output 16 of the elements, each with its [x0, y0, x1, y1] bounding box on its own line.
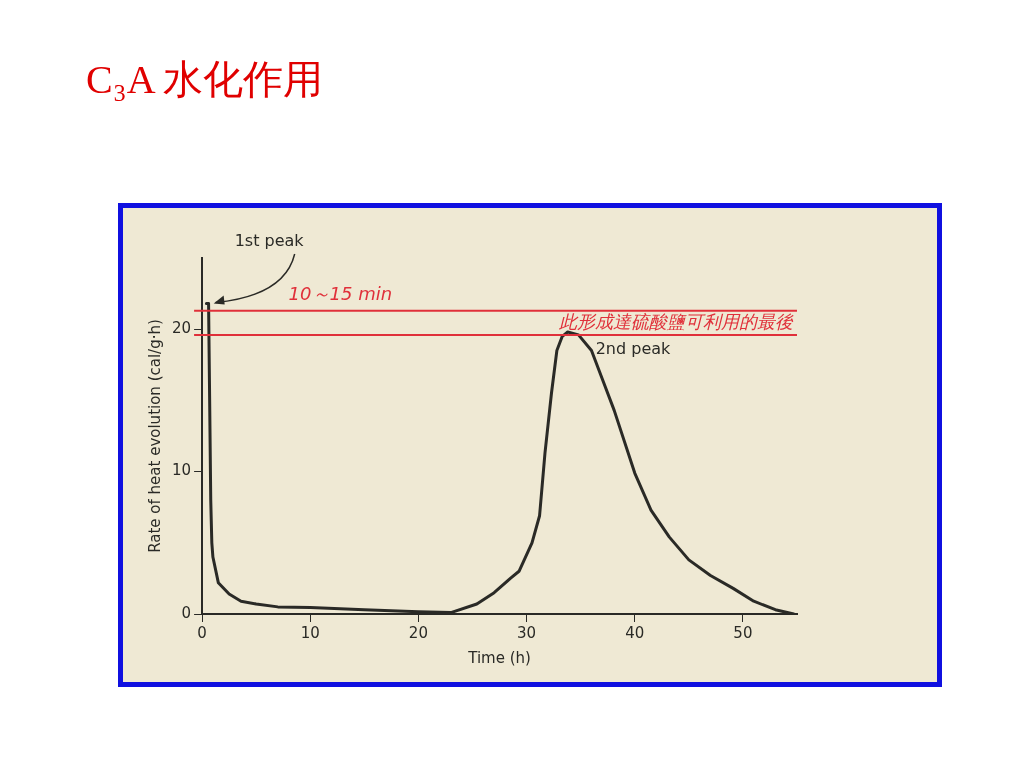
x-tick-label: 40	[625, 623, 645, 642]
x-axis-title: Time (h)	[467, 648, 531, 667]
x-tick-label: 50	[733, 623, 753, 642]
x-tick-label: 30	[517, 623, 537, 642]
y-tick-label: 0	[181, 603, 192, 622]
chart-title: C₃A 水化作用	[86, 56, 324, 104]
y-axis-title: Rate of heat evolution (cal/g·h)	[145, 319, 164, 553]
y-tick-label: 10	[171, 461, 192, 480]
x-tick-label: 10	[300, 623, 320, 642]
annotation: 2nd peak	[595, 339, 672, 359]
ref-line-label: 10～15 min	[288, 283, 393, 305]
ref-line-label: 此形成達硫酸鹽可利用的最後	[559, 310, 794, 332]
y-tick-label: 20	[171, 319, 192, 338]
x-tick-label: 20	[408, 623, 428, 642]
annotation: 1st peak	[234, 231, 305, 251]
x-tick-label: 0	[197, 623, 207, 642]
